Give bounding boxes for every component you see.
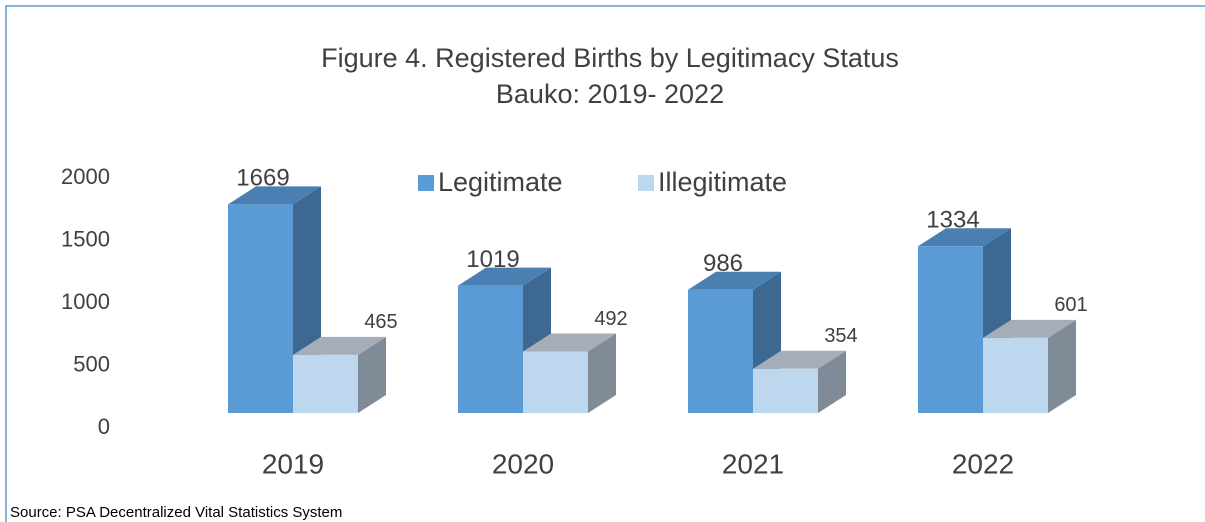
data-label: 492 bbox=[594, 308, 627, 330]
bar-top bbox=[458, 267, 551, 286]
bar-side bbox=[1048, 319, 1076, 413]
bar-side bbox=[818, 350, 846, 413]
bar bbox=[918, 228, 1011, 413]
chart-title: Figure 4. Registered Births by Legitimac… bbox=[321, 43, 899, 73]
y-tick-label: 1000 bbox=[61, 289, 110, 314]
bar-top bbox=[523, 333, 616, 352]
y-tick-label: 500 bbox=[73, 351, 110, 376]
y-tick-label: 0 bbox=[98, 414, 110, 439]
chart-subtitle: Bauko: 2019- 2022 bbox=[496, 79, 724, 109]
bar bbox=[523, 333, 616, 413]
x-tick-label: 2022 bbox=[952, 448, 1014, 479]
bar-side bbox=[358, 336, 386, 413]
data-label: 354 bbox=[824, 325, 857, 347]
data-label: 601 bbox=[1054, 294, 1087, 316]
bar-front bbox=[688, 289, 753, 413]
data-label: 1019 bbox=[466, 246, 519, 273]
data-label: 986 bbox=[703, 250, 743, 277]
bar-front bbox=[918, 246, 983, 413]
bar bbox=[983, 319, 1076, 413]
data-label: 465 bbox=[364, 311, 397, 333]
source-note: Source: PSA Decentralized Vital Statisti… bbox=[10, 504, 342, 521]
legend-label: Illegitimate bbox=[658, 167, 787, 197]
bar bbox=[753, 350, 846, 413]
data-label: 1669 bbox=[236, 165, 289, 192]
y-tick-label: 1500 bbox=[61, 226, 110, 251]
bar-top bbox=[753, 350, 846, 369]
bar-top bbox=[983, 319, 1076, 338]
bar-top bbox=[228, 186, 321, 205]
bar-top bbox=[688, 271, 781, 290]
legend-swatch bbox=[418, 175, 434, 191]
bar-side bbox=[588, 333, 616, 413]
bar-front bbox=[293, 354, 358, 413]
x-tick-label: 2021 bbox=[722, 448, 784, 479]
x-tick-label: 2019 bbox=[262, 448, 324, 479]
bar-front bbox=[523, 351, 588, 413]
x-tick-label: 2020 bbox=[492, 448, 554, 479]
bar-front bbox=[458, 285, 523, 413]
bar bbox=[293, 336, 386, 413]
bar-front bbox=[753, 368, 818, 413]
bar-front bbox=[983, 337, 1048, 413]
data-label: 1334 bbox=[926, 207, 979, 234]
y-tick-label: 2000 bbox=[61, 164, 110, 189]
legend-label: Legitimate bbox=[438, 167, 563, 197]
bar-top bbox=[293, 336, 386, 355]
legend-swatch bbox=[638, 175, 654, 191]
bar-front bbox=[228, 204, 293, 413]
bar-top bbox=[918, 228, 1011, 247]
